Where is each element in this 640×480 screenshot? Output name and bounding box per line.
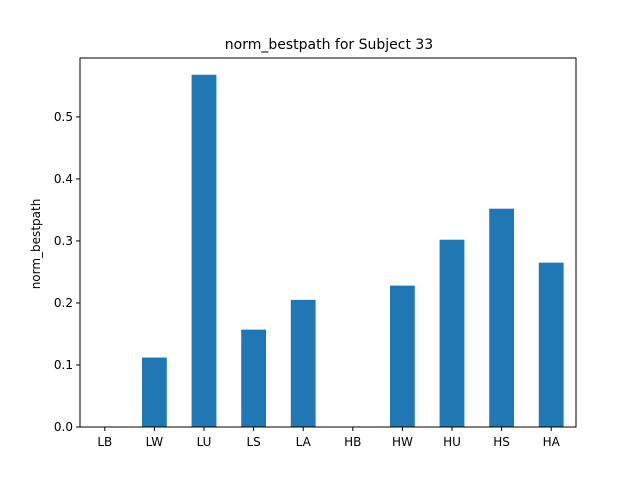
x-tick-label: LS [246,435,260,449]
x-tick-label: HS [493,435,510,449]
x-tick-label: LW [146,435,164,449]
y-tick-label: 0.1 [54,358,73,372]
bar-hw [390,285,415,427]
x-tick-label: LA [296,435,312,449]
y-tick-label: 0.4 [54,172,73,186]
bar-lu [191,74,217,427]
bar-hu [439,239,465,427]
plot-frame [79,57,577,428]
bar-lw [142,357,167,427]
bar-la [290,299,316,427]
chart-title: norm_bestpath for Subject 33 [225,37,433,53]
x-tick-label: LB [97,435,112,449]
bar-ls [241,329,266,427]
x-tick-label: LU [197,435,212,449]
bars-group [142,74,564,427]
x-tick-label: HU [443,435,461,449]
y-tick-label: 0.5 [54,110,73,124]
y-tick-label: 0.3 [54,234,73,248]
x-tick-label: HA [543,435,561,449]
y-tick-label: 0.2 [54,296,73,310]
x-tick-label: HB [344,435,361,449]
y-tick-label: 0.0 [54,420,73,434]
y-axis-label: norm_bestpath [29,199,43,290]
y-ticks-group: 0.0 0.1 0.2 0.3 0.4 0.5 [54,110,80,434]
bar-hs [489,208,514,427]
x-tick-label: HW [392,435,413,449]
bar-ha [538,262,564,427]
x-ticks-group: LB LW LU LS LA HB HW HU HS HA [97,427,561,449]
